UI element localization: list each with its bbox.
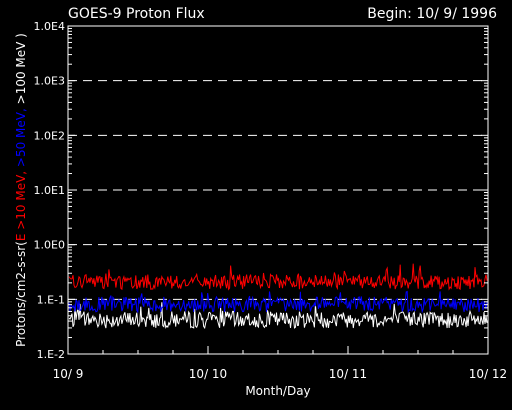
y-tick-label: 1.0E3 <box>34 75 65 88</box>
series-line <box>68 290 488 314</box>
y-tick-label: 1.0E0 <box>34 239 65 252</box>
series-line <box>68 263 488 291</box>
begin-date: Begin: 10/ 9/ 1996 <box>367 6 497 22</box>
y-tick-label: 1.0E2 <box>34 129 65 142</box>
y-axis-label-part: >100 MeV ) <box>14 33 28 104</box>
series-line <box>68 302 488 330</box>
grid-lines <box>68 80 488 300</box>
x-axis-label: Month/Day <box>245 384 310 398</box>
x-tick-label: 10/ 10 <box>189 367 227 381</box>
y-tick-label: 1.0E4 <box>34 20 65 33</box>
y-axis-ticks: 1.E-2 1.E-1 1.0E0 1.0E1 1.0E2 1.0E3 1.0E4 <box>34 20 488 361</box>
y-axis-label: Protons/cm2-s-sr(E >10 MeV, >50 MeV, >10… <box>14 33 28 347</box>
chart-title: GOES-9 Proton Flux <box>68 6 205 22</box>
y-tick-label: 1.0E1 <box>34 184 65 197</box>
y-tick-label: 1.E-2 <box>37 348 65 361</box>
y-axis-label-part: Protons/cm2-s-sr( <box>14 241 28 347</box>
y-tick-label: 1.E-1 <box>37 293 65 306</box>
x-tick-label: 10/ 12 <box>469 367 507 381</box>
plot-frame <box>67 25 489 355</box>
y-axis-label-part: E >10 MeV, <box>14 167 28 241</box>
x-tick-label: 10/ 11 <box>329 367 367 381</box>
y-axis-label-part: >50 MeV, <box>14 104 28 167</box>
x-axis-ticks: 10/ 9 10/ 10 10/ 11 10/ 12 <box>53 346 507 381</box>
x-tick-label: 10/ 9 <box>53 367 84 381</box>
series-lines <box>68 263 488 330</box>
